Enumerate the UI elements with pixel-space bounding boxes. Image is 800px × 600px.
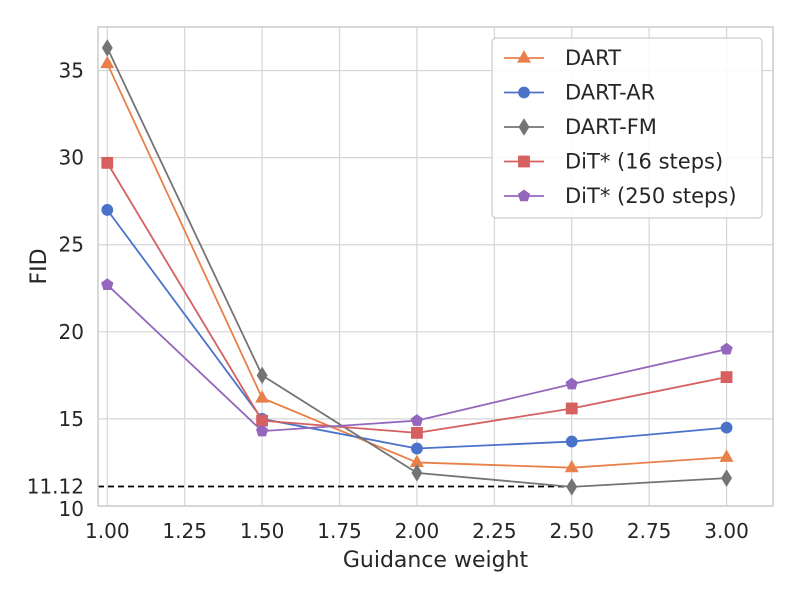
data-point-dit-250-steps <box>720 342 733 355</box>
data-point-dart-fm <box>566 478 578 496</box>
data-point-dart-fm <box>101 39 113 57</box>
legend: DART DART-AR DART-FM DiT* (16 steps) DiT* (2… <box>491 37 763 219</box>
legend-marker <box>517 50 531 63</box>
data-point-dit-250-steps <box>101 278 114 291</box>
data-point-dart <box>564 459 579 473</box>
legend-label: DiT* (250 steps) <box>565 184 737 208</box>
legend-label: DART-FM <box>565 115 657 139</box>
data-point-dart-ar <box>411 442 423 455</box>
data-point-dit-16-steps <box>565 402 578 415</box>
legend-marker <box>517 189 531 202</box>
x-tick-label: 1.00 <box>85 519 130 543</box>
y-tick-label: 10 <box>59 497 84 521</box>
data-point-dart-fm <box>411 464 423 482</box>
x-tick-label: 2.25 <box>472 519 517 543</box>
x-tick-label: 3.00 <box>704 519 749 543</box>
x-tick-label: 1.50 <box>240 519 285 543</box>
data-point-dart-ar <box>101 203 114 216</box>
x-tick-label: 1.75 <box>317 519 362 543</box>
legend-item-dart-ar: DART-AR <box>504 81 655 105</box>
series-dart-fm <box>101 39 733 496</box>
y-tick-label: 35 <box>59 59 84 83</box>
legend-box <box>491 37 763 219</box>
legend-marker <box>518 155 530 168</box>
legend-marker <box>518 118 530 136</box>
data-point-dit-16-steps <box>411 426 423 439</box>
data-point-dit-250-steps <box>255 424 269 437</box>
data-point-dit-16-steps <box>720 371 733 384</box>
x-tick-label: 1.25 <box>162 519 207 543</box>
plot-area-frame <box>97 26 774 507</box>
x-axis-title: Guidance weight <box>343 548 529 573</box>
data-point-dart-ar <box>565 435 578 448</box>
legend-item-dit-250-steps: DiT* (250 steps) <box>504 184 737 208</box>
data-point-dart-fm <box>256 366 268 385</box>
x-tick-label: 2.50 <box>549 519 594 543</box>
y-tick-label: 11.12 <box>27 474 84 498</box>
legend-item-dart-fm: DART-FM <box>504 115 657 139</box>
y-tick-label: 20 <box>59 320 84 344</box>
data-point-dit-16-steps <box>256 414 269 427</box>
series-dit-250-steps <box>101 278 733 437</box>
data-point-dart <box>719 449 734 462</box>
legend-label: DART <box>565 46 621 70</box>
data-point-dit-16-steps <box>101 156 114 169</box>
data-point-dit-250-steps <box>565 377 578 390</box>
x-tick-label: 2.00 <box>395 519 440 543</box>
data-point-dart-fm <box>721 469 733 487</box>
data-point-dart-ar <box>720 421 733 434</box>
y-tick-label: 30 <box>59 146 84 170</box>
series-dit-16-steps <box>101 156 733 439</box>
x-tick-labels: 1.00 1.25 1.50 1.75 2.00 2.25 2.50 2.75 3.00 <box>85 519 749 543</box>
legend-item-dit-16-steps: DiT* (16 steps) <box>504 150 723 174</box>
y-tick-label: 15 <box>59 407 84 431</box>
series-group <box>100 39 734 496</box>
x-tick-label: 2.75 <box>627 519 672 543</box>
legend-label: DART-AR <box>565 81 655 105</box>
y-tick-label: 25 <box>59 233 84 257</box>
data-point-dart <box>100 55 115 69</box>
legend-label: DiT* (16 steps) <box>565 150 723 174</box>
data-point-dart <box>255 390 270 403</box>
y-axis-title: FID <box>27 248 52 284</box>
legend-item-dart: DART <box>504 46 621 70</box>
data-point-dit-250-steps <box>410 414 424 426</box>
legend-marker <box>518 86 530 99</box>
